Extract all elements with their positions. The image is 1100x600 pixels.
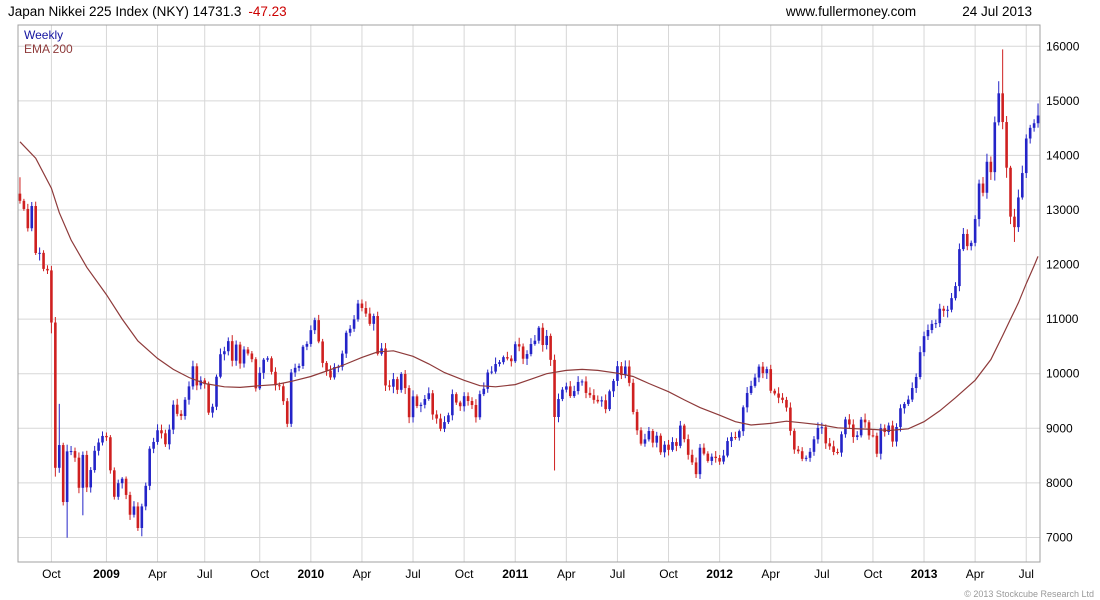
legend-ema-label: EMA 200 xyxy=(24,42,73,56)
svg-text:8000: 8000 xyxy=(1046,476,1073,490)
svg-text:13000: 13000 xyxy=(1046,203,1080,217)
price-change: -47.23 xyxy=(248,3,287,19)
svg-text:2012: 2012 xyxy=(706,567,733,581)
svg-text:Apr: Apr xyxy=(353,567,372,581)
svg-text:Oct: Oct xyxy=(250,567,269,581)
copyright-text: © 2013 Stockcube Research Ltd xyxy=(964,589,1094,599)
svg-text:Apr: Apr xyxy=(966,567,985,581)
svg-text:Apr: Apr xyxy=(761,567,780,581)
title-left: Japan Nikkei 225 Index (NKY) 14731.3 -47… xyxy=(8,4,287,19)
svg-text:Jul: Jul xyxy=(405,567,420,581)
x-axis-labels: Oct 2009 Apr Jul Oct 2010 Apr Jul Oct 2011 Apr Jul O… xyxy=(42,567,1034,581)
svg-text:Jul: Jul xyxy=(1019,567,1034,581)
plot-frame xyxy=(17,24,1041,563)
svg-text:2010: 2010 xyxy=(297,567,324,581)
svg-text:Jul: Jul xyxy=(197,567,212,581)
chart-title: Japan Nikkei 225 Index (NKY) 14731.3 xyxy=(8,3,242,19)
y-axis-labels: 7000 8000 9000 10000 11000 12000 13000 14000 150… xyxy=(1046,39,1080,544)
svg-text:Oct: Oct xyxy=(659,567,678,581)
svg-text:7000: 7000 xyxy=(1046,530,1073,544)
svg-text:Jul: Jul xyxy=(610,567,625,581)
svg-text:12000: 12000 xyxy=(1046,258,1080,272)
svg-text:Jul: Jul xyxy=(814,567,829,581)
svg-text:Apr: Apr xyxy=(557,567,576,581)
legend-weekly-label: Weekly xyxy=(24,28,64,42)
svg-text:2011: 2011 xyxy=(502,567,528,581)
date-text: 24 Jul 2013 xyxy=(962,3,1032,19)
title-right: www.fullermoney.com 24 Jul 2013 xyxy=(786,4,1032,19)
svg-text:15000: 15000 xyxy=(1046,94,1080,108)
website-text: www.fullermoney.com xyxy=(785,3,917,19)
svg-text:Oct: Oct xyxy=(42,567,61,581)
svg-text:16000: 16000 xyxy=(1046,39,1080,53)
title-bar: Japan Nikkei 225 Index (NKY) 14731.3 -47… xyxy=(0,0,1100,22)
svg-text:Apr: Apr xyxy=(148,567,167,581)
ema-line xyxy=(19,141,1039,432)
candlesticks xyxy=(18,49,1040,538)
chart-legend: Weekly EMA 200 xyxy=(24,28,73,56)
svg-text:14000: 14000 xyxy=(1046,148,1080,162)
svg-text:Oct: Oct xyxy=(455,567,474,581)
svg-text:11000: 11000 xyxy=(1046,312,1079,326)
gridlines xyxy=(18,25,1040,562)
svg-text:2013: 2013 xyxy=(911,567,938,581)
svg-text:2009: 2009 xyxy=(93,567,120,581)
svg-text:9000: 9000 xyxy=(1046,421,1073,435)
svg-text:10000: 10000 xyxy=(1046,367,1080,381)
svg-text:Oct: Oct xyxy=(864,567,883,581)
